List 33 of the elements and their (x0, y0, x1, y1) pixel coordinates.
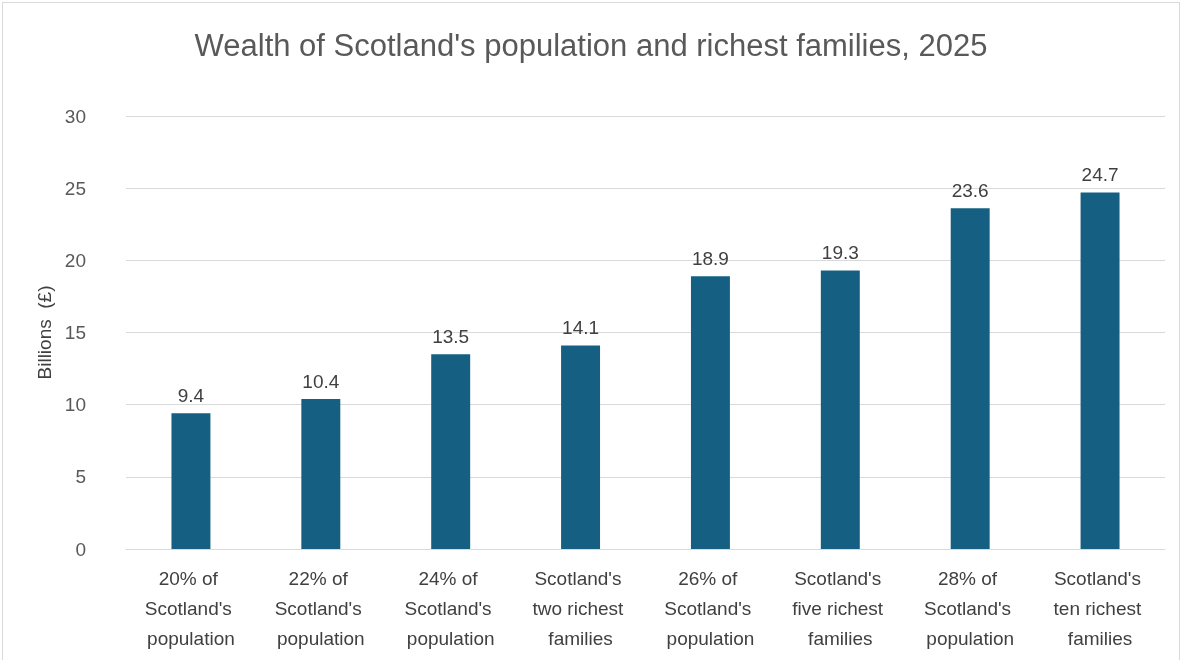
y-tick-label: 5 (75, 466, 86, 488)
bar (690, 276, 730, 549)
data-label: 18.9 (691, 248, 729, 270)
bar (1080, 192, 1120, 549)
data-label: 14.1 (562, 317, 600, 339)
y-tick-label: 0 (75, 538, 86, 560)
y-tick-label: 15 (64, 322, 86, 343)
bar (820, 270, 860, 549)
x-tick-label: Scotland's ten richest families (1053, 567, 1147, 649)
x-tick-label: Scotland's five richest families (792, 567, 889, 649)
data-label: 24.7 (1081, 164, 1119, 186)
x-tick-label: 26% of Scotland's population (664, 567, 757, 649)
data-label: 13.5 (432, 326, 470, 348)
y-tick-label: 20 (64, 249, 86, 271)
bar (561, 345, 601, 549)
data-label: 23.6 (951, 180, 989, 202)
y-tick-label: 30 (64, 105, 86, 127)
y-axis-title: Billions (£) (33, 285, 55, 380)
bar (301, 398, 341, 549)
bar (950, 208, 990, 549)
bar (171, 413, 211, 549)
x-tick-label: Scotland's two richest families (532, 567, 629, 649)
bar (431, 354, 471, 549)
chart-title: Wealth of Scotland's population and richest families, 2025 (194, 28, 988, 63)
y-tick-label: 25 (64, 177, 86, 199)
y-tick-label: 10 (64, 394, 86, 416)
data-label: 9.4 (177, 385, 205, 407)
x-tick-label: 24% of Scotland's population (404, 567, 497, 649)
x-tick-label: 22% of Scotland's population (274, 567, 367, 649)
x-tick-label: 28% of Scotland's population (924, 567, 1017, 649)
x-tick-label: 20% of Scotland's population (144, 567, 238, 649)
data-label: 10.4 (302, 370, 340, 392)
data-label: 19.3 (821, 242, 859, 264)
